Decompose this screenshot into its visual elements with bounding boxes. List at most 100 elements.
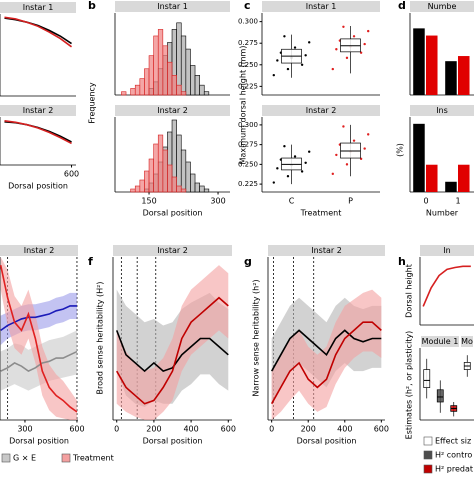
histogram-bar — [121, 91, 127, 96]
header-strip — [262, 105, 380, 116]
histogram-bar — [180, 149, 187, 193]
legend-label: H² predat — [435, 465, 473, 474]
x-tick-label: 150 — [141, 197, 156, 206]
panel-title: Instar 2 — [311, 246, 342, 255]
header-strip — [262, 1, 380, 12]
x-tick-label: 600 — [64, 170, 79, 179]
data-point — [331, 172, 334, 176]
histogram-bar — [176, 84, 182, 96]
histogram-bar — [180, 91, 187, 96]
bar — [458, 56, 470, 95]
x-axis-label: Dorsal position — [297, 437, 357, 446]
bar — [445, 181, 457, 192]
histogram-bar — [157, 134, 164, 193]
histogram-bar — [144, 68, 150, 96]
y-tick-label: 0.300 — [238, 121, 258, 129]
panel-title: Numbe — [428, 2, 457, 11]
x-tick-label: 400 — [183, 425, 198, 434]
data-point — [300, 170, 304, 173]
y-axis-label: Frequency — [88, 82, 97, 124]
histogram-bar — [203, 91, 210, 96]
data-point — [331, 67, 334, 71]
data-point — [304, 54, 307, 57]
y-axis-label: (%) — [396, 143, 405, 157]
data-point — [286, 175, 290, 178]
data-point — [286, 67, 290, 71]
y-tick-label: 0.250 — [238, 61, 258, 69]
panel-title: Ins — [436, 106, 448, 115]
histogram-bar — [180, 35, 187, 96]
panel-title: Instar 2 — [23, 106, 54, 115]
histogram-bar — [148, 158, 154, 193]
data-point — [293, 155, 297, 158]
histogram-bar — [157, 29, 164, 96]
bar — [413, 123, 425, 192]
data-point — [367, 29, 370, 33]
line — [0, 350, 78, 373]
histogram-bar — [176, 134, 182, 193]
panel-letter: f — [88, 255, 93, 268]
line — [116, 296, 229, 405]
x-tick-label: 0 — [269, 425, 274, 434]
panel-title: Instar 1 — [23, 3, 54, 12]
header-strip — [115, 1, 230, 12]
y-tick-label: 0.250 — [238, 160, 258, 168]
x-tick-label: 1 — [455, 197, 460, 206]
histogram-bar — [194, 75, 200, 96]
histogram-bar — [167, 164, 173, 193]
x-axis-label: Dorsal position — [143, 209, 203, 218]
histogram-bar — [148, 55, 154, 96]
data-point — [367, 133, 370, 136]
x-tick-label: 600 — [374, 425, 389, 434]
data-point — [345, 56, 349, 60]
data-point — [363, 42, 366, 46]
panel-title: In — [443, 246, 450, 255]
line — [270, 329, 382, 372]
data-point — [276, 167, 279, 170]
x-tick-label: 600 — [221, 425, 236, 434]
panel-letter: h — [398, 255, 406, 268]
x-tick-label: 0 — [423, 197, 428, 206]
histogram-bar — [134, 185, 141, 193]
header-strip — [420, 245, 474, 256]
line — [4, 16, 73, 48]
data-point — [342, 125, 345, 128]
x-tick-label: C — [289, 197, 295, 206]
data-point — [272, 181, 275, 184]
legend-label: G × E — [13, 454, 36, 463]
box — [423, 369, 431, 388]
histogram-bar — [194, 182, 200, 193]
histogram-bar — [130, 88, 136, 96]
panel-title: Instar 2 — [306, 106, 337, 115]
x-tick-label: P — [348, 197, 353, 206]
bar — [426, 164, 438, 192]
panel-title: Instar 2 — [24, 246, 55, 255]
histogram-bar — [167, 61, 173, 96]
data-point — [304, 161, 307, 164]
y-tick-label: 0.275 — [238, 141, 258, 149]
x-tick-label: 300 — [17, 425, 32, 434]
header-strip — [0, 2, 76, 13]
panel-title: Instar 1 — [306, 2, 337, 11]
y-axis-label: Maximum dorsal height (mm) — [239, 46, 248, 165]
line — [115, 330, 229, 373]
x-axis-label: Dorsal position — [8, 182, 68, 191]
histogram-bar — [185, 161, 191, 193]
data-point — [335, 153, 338, 157]
data-point — [293, 46, 297, 49]
bar — [426, 35, 438, 95]
x-tick-label: 0 — [114, 425, 119, 434]
histogram-bar — [203, 188, 210, 193]
data-point — [352, 35, 356, 38]
legend-label: H² contro — [435, 451, 472, 460]
line — [4, 120, 72, 145]
histogram-bar — [130, 188, 136, 193]
histogram-bar — [134, 84, 141, 96]
data-point — [308, 41, 311, 44]
line — [0, 264, 78, 413]
data-point — [283, 145, 286, 148]
data-point — [335, 48, 338, 51]
y-axis-label: Narrow sense heritability (h²) — [252, 279, 261, 396]
